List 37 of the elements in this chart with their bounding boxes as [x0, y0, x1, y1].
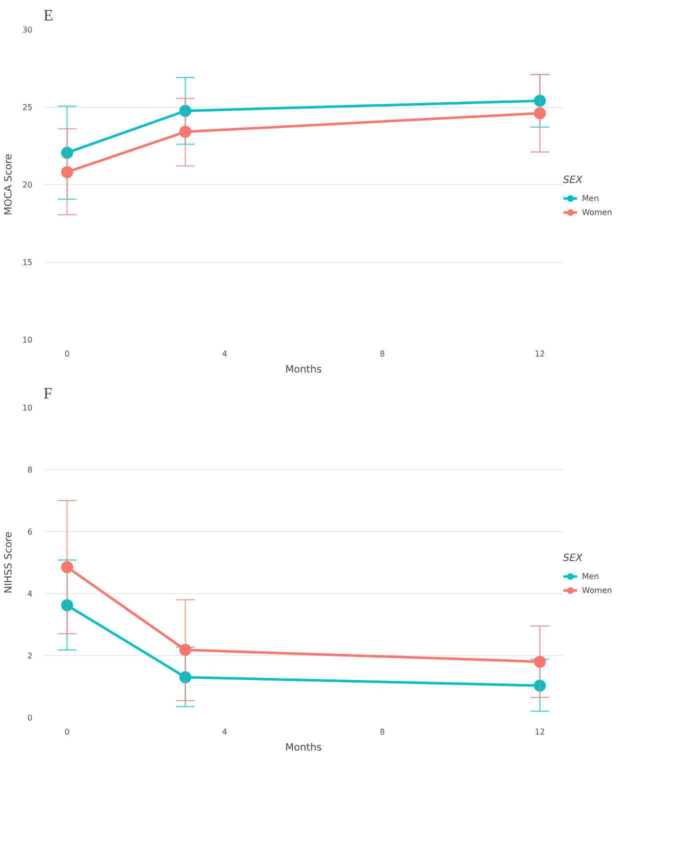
- point: [61, 166, 74, 178]
- y-tick-label: 6: [27, 528, 33, 536]
- y-tick-label: 8: [27, 466, 33, 474]
- legend-title: SEX: [563, 553, 584, 564]
- legend-label: Women: [582, 586, 612, 594]
- point: [179, 644, 192, 656]
- x-tick-label: 4: [222, 350, 228, 358]
- point: [534, 107, 546, 120]
- legend-label: Women: [582, 208, 612, 216]
- y-axis-title: NIHSS Score: [3, 532, 14, 594]
- chart-title: E: [44, 8, 54, 24]
- x-tick-label: 0: [64, 728, 70, 736]
- point: [179, 126, 192, 138]
- y-tick-label: 20: [22, 180, 33, 190]
- legend-title: SEX: [563, 175, 584, 186]
- point: [534, 656, 546, 668]
- y-tick-label: 15: [22, 258, 33, 267]
- legend-label: Men: [582, 194, 600, 202]
- y-tick-label: 4: [27, 590, 33, 598]
- legend-label: Men: [582, 572, 600, 580]
- y-tick-label: 10: [22, 336, 33, 344]
- y-tick-label: 2: [27, 652, 33, 660]
- x-tick-label: 12: [534, 728, 545, 736]
- y-tick-label: 10: [22, 404, 33, 412]
- x-axis-title: Months: [285, 364, 322, 376]
- y-tick-label: 0: [27, 714, 33, 722]
- y-axis-title: MOCA Score: [3, 154, 14, 216]
- x-tick-label: 0: [64, 350, 70, 358]
- y-tick-label: 30: [22, 26, 33, 34]
- point: [61, 561, 74, 574]
- chart-title: F: [44, 386, 52, 402]
- x-tick-label: 8: [380, 350, 385, 358]
- x-tick-label: 8: [380, 728, 385, 736]
- y-tick-label: 25: [22, 103, 33, 112]
- x-axis-title: Months: [285, 742, 322, 754]
- x-tick-label: 4: [222, 728, 228, 736]
- x-tick-label: 12: [534, 350, 545, 358]
